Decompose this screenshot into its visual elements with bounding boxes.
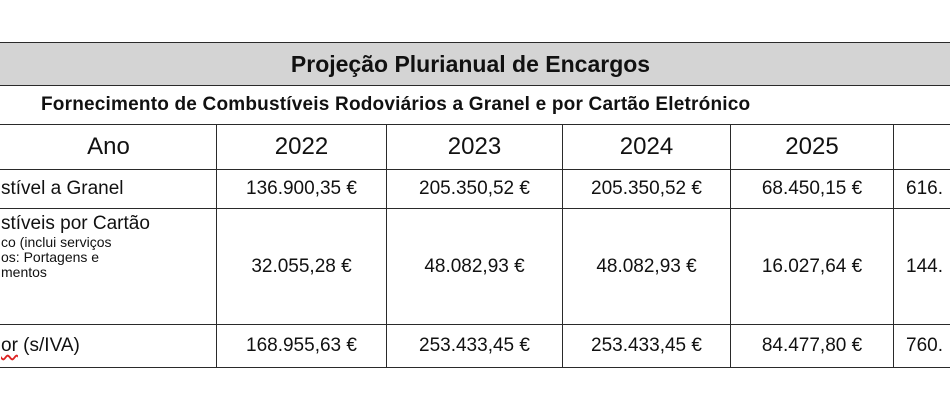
row-label-total: or (s/IVA) (0, 324, 217, 368)
cell-value: 32.055,28 € (216, 208, 387, 325)
row-label-cartao: stíveis por Cartão co (inclui serviços o… (0, 208, 217, 325)
cell-value: 68.450,15 € (730, 169, 894, 209)
cell-value: 48.082,93 € (562, 208, 731, 325)
cell-value: 253.433,45 € (386, 324, 563, 368)
cell-value: 616. (893, 169, 950, 209)
cell-value: 205.350,52 € (562, 169, 731, 209)
cell-value: 144. (893, 208, 950, 325)
encargos-table: Projeção Plurianual de Encargos Fornecim… (0, 42, 950, 368)
table-title: Projeção Plurianual de Encargos (0, 42, 950, 86)
row-label-line: mentos (1, 264, 47, 280)
row-label-line: stíveis por Cartão (1, 213, 150, 234)
year-next (893, 124, 950, 170)
cell-value: 136.900,35 € (216, 169, 387, 209)
cell-value: 48.082,93 € (386, 208, 563, 325)
year-2022: 2022 (216, 124, 387, 170)
table-row: stíveis por Cartão co (inclui serviços o… (0, 208, 950, 325)
row-label-granel: stível a Granel (0, 169, 217, 209)
cell-value: 253.433,45 € (562, 324, 731, 368)
year-header-label: Ano (0, 124, 217, 170)
table-subtitle: Fornecimento de Combustíveis Rodoviários… (0, 85, 950, 125)
row-label-line: co (inclui serviços (1, 234, 112, 250)
table-row: stível a Granel 136.900,35 € 205.350,52 … (0, 169, 950, 209)
year-2023: 2023 (386, 124, 563, 170)
row-label-rest: (s/IVA) (17, 335, 80, 356)
cell-value: 84.477,80 € (730, 324, 894, 368)
cell-value: 168.955,63 € (216, 324, 387, 368)
table-row: or (s/IVA) 168.955,63 € 253.433,45 € 253… (0, 324, 950, 368)
row-label-line: os: Portagens e (1, 249, 100, 265)
cell-value: 760. (893, 324, 950, 368)
row-label-prefix: or (1, 335, 18, 356)
cell-value: 16.027,64 € (730, 208, 894, 325)
cell-value: 205.350,52 € (386, 169, 563, 209)
year-2025: 2025 (730, 124, 894, 170)
header-row: Ano 2022 2023 2024 2025 (0, 124, 950, 170)
year-2024: 2024 (562, 124, 731, 170)
